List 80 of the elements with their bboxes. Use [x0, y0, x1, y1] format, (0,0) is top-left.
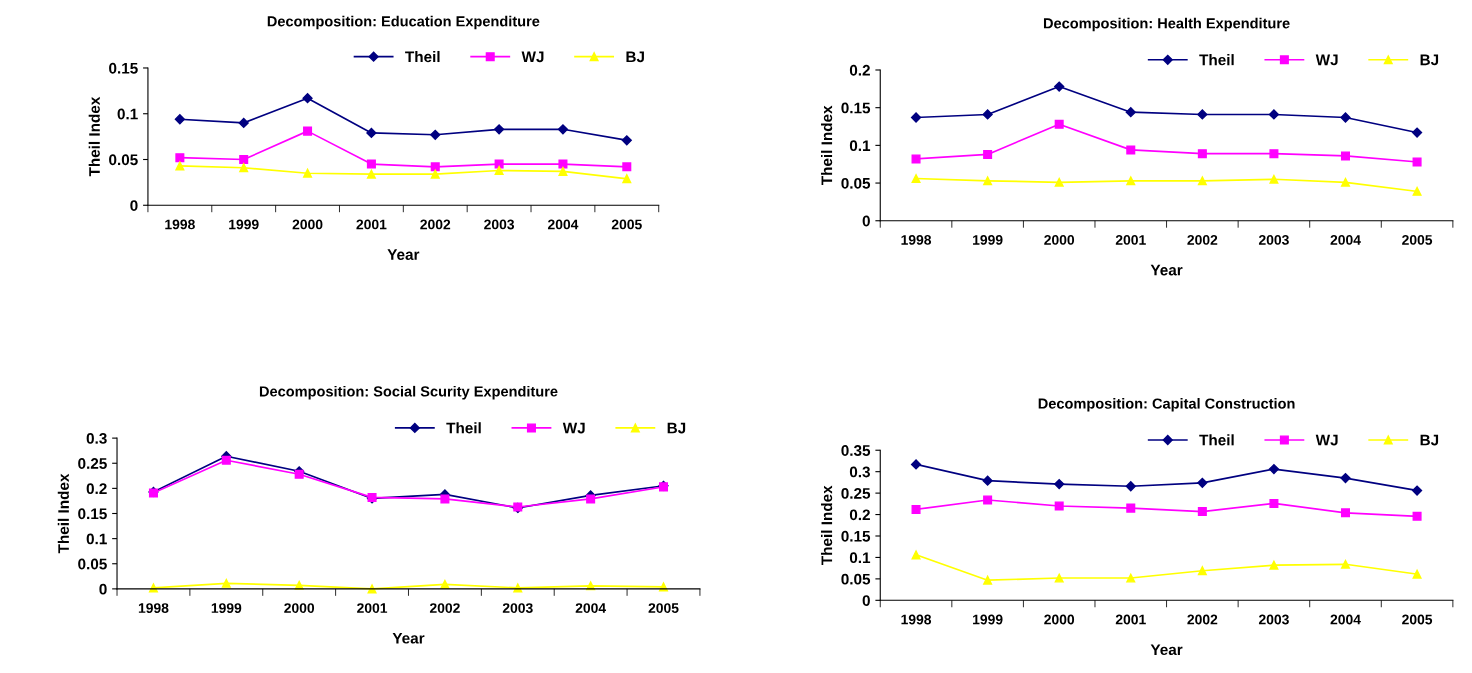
x-tick-label: 1998 [138, 603, 169, 613]
x-tick-label: 2005 [648, 603, 679, 613]
y-tick-label: 0 [99, 583, 107, 595]
x-tick-label: 2004 [575, 603, 607, 613]
x-tick-label: 2003 [1258, 235, 1289, 245]
x-tick-label: 2003 [484, 219, 515, 230]
y-tick-label: 0 [862, 215, 870, 227]
y-axis-title: Theil Index [57, 473, 69, 554]
y-tick-label: 0.2 [849, 64, 870, 76]
x-tick-label: 2001 [356, 219, 387, 230]
y-tick-label: 0.05 [78, 558, 107, 570]
x-tick-label: 2005 [1402, 614, 1433, 625]
y-tick-label: 0.15 [841, 530, 871, 542]
y-tick-label: 0.1 [117, 108, 138, 120]
y-tick-label: 0.2 [849, 509, 870, 521]
y-tick-label: 0.05 [109, 154, 138, 166]
x-tick-label: 2004 [1330, 614, 1361, 625]
y-tick-label: 0.15 [841, 102, 871, 114]
y-tick-label: 0.3 [86, 432, 107, 444]
legend-label: WJ [521, 51, 544, 63]
x-tick-label: 2001 [1115, 614, 1146, 625]
x-tick-label: 2002 [429, 603, 460, 613]
x-tick-label: 2003 [1258, 614, 1289, 625]
y-axis-title: Theil Index [821, 105, 833, 186]
legend-label: BJ [1420, 54, 1439, 66]
y-tick-label: 0.15 [109, 62, 138, 74]
x-tick-label: 2005 [611, 219, 642, 230]
y-tick-label: 0.3 [849, 466, 870, 478]
legend-label: BJ [626, 51, 644, 63]
legend-label: WJ [1315, 54, 1338, 66]
chart-title: Decomposition: Capital Construction [1038, 398, 1295, 412]
y-tick-label: 0 [130, 200, 138, 211]
y-tick-label: 0.35 [841, 445, 871, 456]
y-tick-label: 0 [862, 595, 870, 606]
chart-title: Decomposition: Health Expenditure [1043, 17, 1290, 32]
x-tick-label: 2002 [420, 219, 451, 230]
legend-label: Theil [405, 50, 440, 63]
x-axis-title: Year [392, 632, 425, 644]
x-tick-label: 2001 [1115, 235, 1146, 245]
legend-label: BJ [667, 422, 686, 434]
chart-title: Decomposition: Social Scurity Expenditure [259, 385, 558, 400]
x-tick-label: 1998 [165, 219, 195, 230]
x-axis-title: Year [1150, 644, 1183, 656]
x-tick-label: 1999 [973, 235, 1003, 245]
y-tick-label: 0.25 [841, 487, 871, 499]
y-tick-label: 0.25 [78, 458, 107, 469]
x-tick-label: 1999 [973, 614, 1003, 625]
legend-label: WJ [1315, 434, 1338, 446]
legend-label: Theil [446, 422, 481, 434]
legend-label: WJ [562, 422, 585, 434]
x-tick-label: 2004 [547, 219, 579, 230]
x-tick-label: 2000 [292, 219, 323, 230]
legend-label: BJ [1420, 434, 1439, 446]
x-tick-label: 2000 [1044, 235, 1075, 245]
y-axis-title: Theil Index [821, 485, 833, 565]
x-tick-label: 2002 [1187, 235, 1218, 245]
x-tick-label: 2000 [1044, 614, 1075, 625]
y-tick-label: 0.2 [86, 483, 107, 495]
x-tick-label: 2001 [357, 603, 388, 613]
x-axis-title: Year [1150, 264, 1183, 276]
legend-label: Theil [1199, 54, 1234, 66]
x-tick-label: 1998 [901, 235, 932, 245]
x-tick-label: 2003 [502, 603, 533, 613]
x-tick-label: 1999 [211, 603, 242, 613]
chart-title: Decomposition: Education Expenditure [267, 15, 540, 30]
x-tick-label: 2005 [1402, 235, 1433, 245]
x-tick-label: 2000 [284, 603, 315, 613]
y-tick-label: 0.1 [849, 552, 871, 564]
y-tick-label: 0.1 [86, 533, 107, 545]
x-axis-title: Year [387, 249, 420, 260]
x-tick-label: 1999 [229, 219, 259, 230]
x-tick-label: 2004 [1330, 235, 1361, 245]
x-tick-label: 1998 [901, 614, 932, 625]
y-tick-label: 0.05 [841, 177, 871, 189]
y-tick-label: 0.05 [841, 573, 871, 585]
y-tick-label: 0.1 [849, 140, 871, 152]
y-axis-title: Theil Index [88, 96, 100, 177]
legend-label: Theil [1199, 434, 1234, 446]
x-tick-label: 2002 [1187, 614, 1218, 625]
y-tick-label: 0.15 [78, 508, 107, 520]
